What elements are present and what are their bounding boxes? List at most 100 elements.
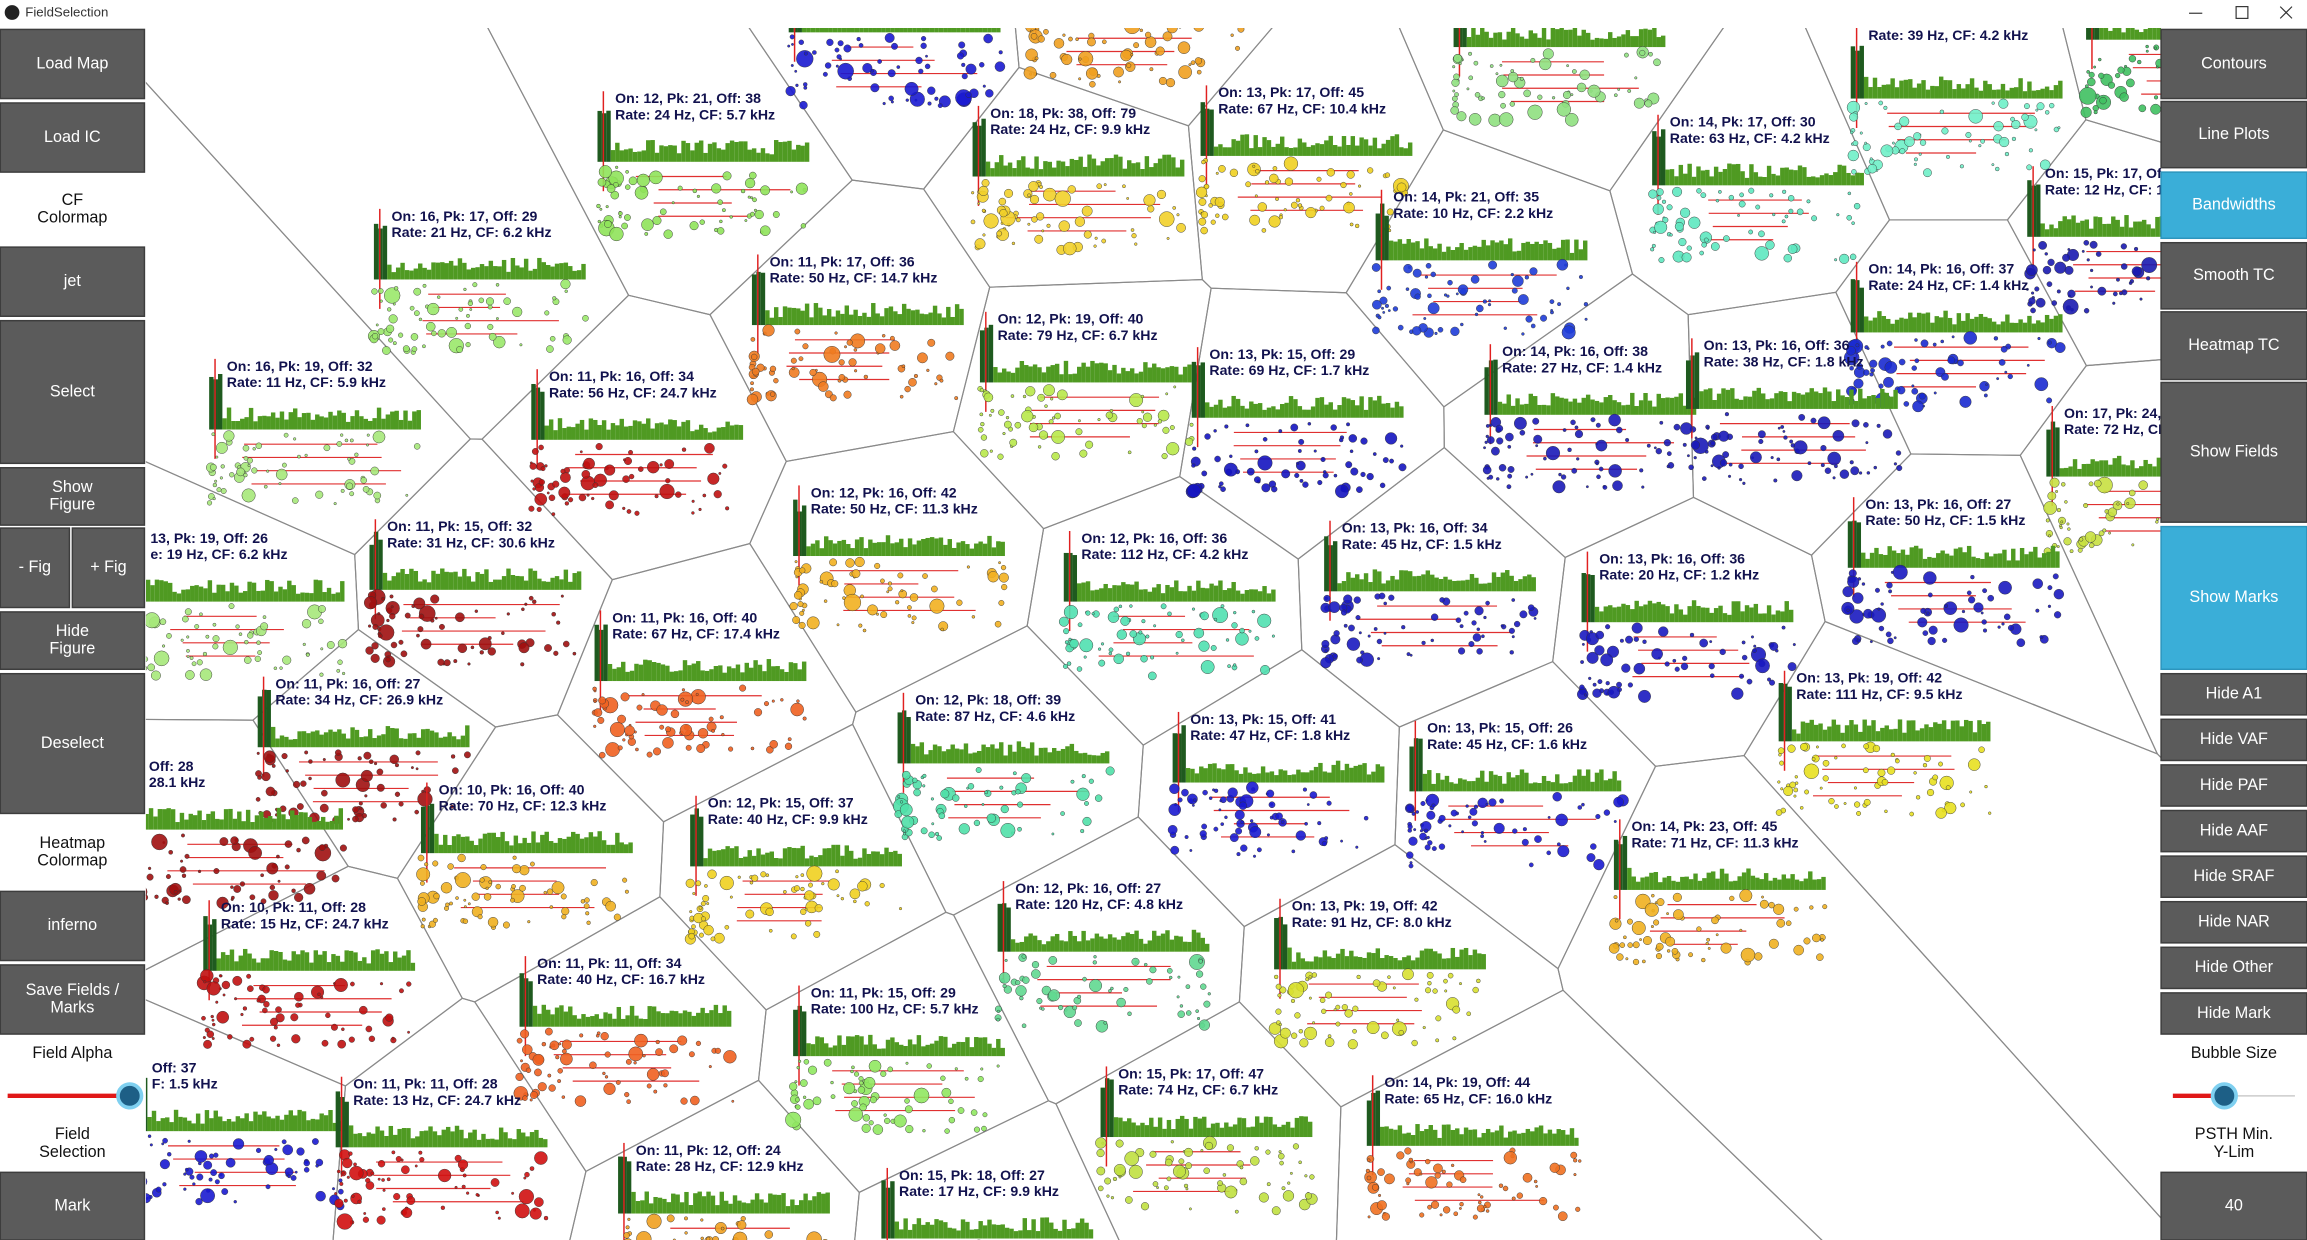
psth-bar xyxy=(1131,163,1136,177)
psth-bar xyxy=(1528,30,1534,48)
psth-bar xyxy=(319,734,324,748)
spike-bubble xyxy=(1195,1009,1199,1013)
spike-bubble xyxy=(794,328,801,335)
psth-bar xyxy=(453,571,458,590)
psth-bar xyxy=(394,728,399,748)
psth-bar xyxy=(553,430,558,440)
psth-bar xyxy=(2124,215,2129,237)
spike-bubble xyxy=(1168,803,1181,816)
psth-bar xyxy=(1800,394,1806,409)
field-plot xyxy=(1843,261,2066,413)
psth-bar xyxy=(1590,39,1595,48)
psth-bar xyxy=(779,669,785,682)
spike-bubble xyxy=(2145,49,2149,53)
spike-bubble xyxy=(1773,903,1785,915)
spike-bubble xyxy=(1340,839,1344,843)
spike-bubble xyxy=(1993,121,2004,132)
spike-bubble xyxy=(1851,419,1860,428)
field-label: On: 12, Pk: 18, Off: 39 xyxy=(915,692,1061,708)
spike-bubble xyxy=(1682,442,1687,447)
psth-bar xyxy=(1377,395,1382,418)
spike-bubble xyxy=(796,699,800,703)
psth-bar xyxy=(413,570,419,590)
psth-bar xyxy=(1878,554,1884,568)
spike-bubble xyxy=(1147,205,1155,213)
spike-bubble xyxy=(983,33,993,44)
spike-bubble xyxy=(242,444,250,452)
spike-bubble xyxy=(1719,459,1728,467)
psth-bar xyxy=(806,27,811,33)
spike-bubble xyxy=(1792,643,1796,647)
spike-bubble xyxy=(479,877,485,883)
spike-bubble xyxy=(876,612,879,616)
psth-bar xyxy=(1643,604,1648,623)
spike-bubble xyxy=(445,902,450,907)
spike-bubble xyxy=(822,71,828,77)
spike-bubble xyxy=(1612,480,1623,491)
spike-bubble xyxy=(319,672,324,677)
psth-bar xyxy=(1599,38,1604,48)
psth-bar xyxy=(1362,763,1367,783)
psth-bar xyxy=(976,750,982,764)
spike-bubble xyxy=(2086,70,2090,74)
spike-bubble xyxy=(1140,394,1145,399)
psth-bar xyxy=(203,588,208,602)
psth-bar xyxy=(999,742,1004,764)
spike-bubble xyxy=(1198,959,1203,964)
field-plot xyxy=(2078,27,2162,118)
spike-bubble xyxy=(2016,638,2026,648)
psth-bar xyxy=(946,306,951,326)
psth-bar xyxy=(1674,396,1679,415)
field-plot xyxy=(1167,711,1385,858)
psth-bar xyxy=(863,548,869,557)
psth-bar xyxy=(1753,172,1759,186)
spike-bubble xyxy=(1298,438,1305,445)
spike-bubble xyxy=(1880,144,1894,158)
psth-bar xyxy=(1340,948,1345,970)
spike-bubble xyxy=(1913,771,1917,775)
spike-bubble xyxy=(1503,326,1508,330)
close-button[interactable] xyxy=(2279,6,2293,19)
spike-bubble xyxy=(1139,28,1144,33)
spike-bubble xyxy=(284,840,293,848)
psth-bar xyxy=(257,416,263,430)
field-plot xyxy=(1320,520,1539,669)
psth-bar xyxy=(1631,876,1636,890)
spike-bubble xyxy=(1632,941,1640,949)
spike-bubble xyxy=(1239,627,1245,634)
spike-bubble xyxy=(1728,462,1733,467)
psth-bar xyxy=(1054,363,1060,383)
maximize-button[interactable] xyxy=(2235,6,2249,19)
spike-bubble xyxy=(927,86,936,95)
psth-bar xyxy=(1046,366,1051,383)
psth-bar xyxy=(1866,725,1872,742)
spike-bubble xyxy=(685,700,689,705)
spike-bubble xyxy=(2064,265,2074,275)
spike-bubble xyxy=(1405,287,1410,291)
spike-bubble xyxy=(1655,447,1662,455)
spike-bubble xyxy=(586,493,590,497)
psth-bar xyxy=(1519,404,1525,415)
psth-bar xyxy=(325,821,330,830)
psth-bar xyxy=(318,580,323,602)
spike-bubble xyxy=(1666,949,1671,953)
spike-bubble xyxy=(1010,394,1015,398)
spike-bubble xyxy=(996,1009,1000,1013)
psth-bar xyxy=(2115,219,2120,237)
psth-bar xyxy=(340,581,345,602)
psth-bar xyxy=(1156,935,1161,952)
psth-bar xyxy=(844,305,850,326)
spike-bubble xyxy=(1978,746,1985,753)
spike-bubble xyxy=(1162,426,1170,434)
psth-bar xyxy=(2055,551,2060,568)
spike-bubble xyxy=(1914,157,1918,162)
psth-bar xyxy=(1399,147,1404,156)
spike-bubble xyxy=(799,610,805,616)
psth-bar xyxy=(822,848,827,867)
psth-bar xyxy=(804,303,810,326)
psth-bar xyxy=(1440,779,1445,792)
spike-bubble xyxy=(1941,127,1949,135)
spike-bubble xyxy=(958,823,970,835)
spike-bubble xyxy=(656,704,668,716)
